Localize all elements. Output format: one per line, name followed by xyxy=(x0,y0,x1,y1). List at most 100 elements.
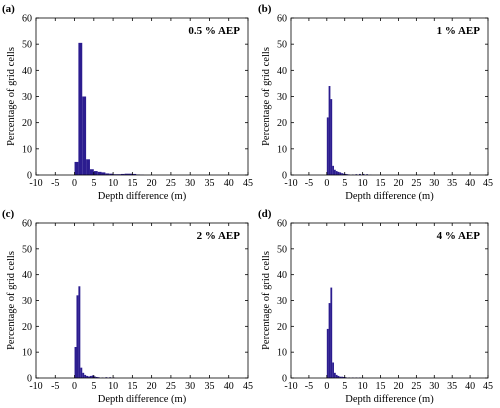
histogram-bar xyxy=(78,286,81,378)
chart-panel-c: -10 -5 0 5 10 15 20 25 30 35 40 45 0 10 20 30 40 50 60 Dept… xyxy=(2,208,253,405)
x-tick-label: 15 xyxy=(127,178,137,189)
x-tick-label: 20 xyxy=(393,178,403,189)
histogram-bar xyxy=(359,173,361,175)
x-tick-label: 45 xyxy=(243,178,253,189)
histogram-bar xyxy=(93,376,96,378)
chart-panel-d: -10 -5 0 5 10 15 20 25 30 35 40 45 0 10 20 30 40 50 60 Dept… xyxy=(258,208,493,405)
histogram-bar xyxy=(97,171,102,175)
panel-title: 2 % AEP xyxy=(197,230,241,242)
x-axis-label: Depth difference (m) xyxy=(98,191,187,202)
x-tick-label: 0 xyxy=(72,178,77,189)
plot-frame xyxy=(35,17,249,176)
plot-frame xyxy=(290,17,489,176)
x-tick-label: -10 xyxy=(29,178,42,189)
x-tick-label: -5 xyxy=(305,178,313,189)
y-tick-label: 0 xyxy=(282,171,287,182)
y-tick-label: 40 xyxy=(22,270,32,281)
x-tick-label: 25 xyxy=(411,381,421,392)
histogram-bar xyxy=(91,375,94,378)
panel-title: 0.5 % AEP xyxy=(188,25,240,37)
panel-label: (d) xyxy=(258,208,272,220)
y-tick-label: 0 xyxy=(282,374,287,385)
x-tick-label: 10 xyxy=(358,178,368,189)
histogram-bar xyxy=(330,287,333,378)
y-tick-label: 10 xyxy=(22,348,32,359)
y-tick-label: 50 xyxy=(277,40,287,51)
y-tick-label: 40 xyxy=(277,270,287,281)
histogram-bar xyxy=(339,172,342,175)
x-tick-label: 25 xyxy=(166,178,176,189)
x-tick-label: 40 xyxy=(465,381,475,392)
x-tick-label: 5 xyxy=(342,178,347,189)
histogram-bar xyxy=(330,99,333,175)
y-tick-label: 20 xyxy=(22,118,32,129)
y-tick-label: 10 xyxy=(277,348,287,359)
panel-label: (a) xyxy=(2,3,15,15)
histogram-bar xyxy=(333,372,336,378)
x-tick-label: 0 xyxy=(324,381,329,392)
panel-title: 4 % AEP xyxy=(437,230,481,242)
x-tick-label: 5 xyxy=(91,381,96,392)
y-tick-label: 60 xyxy=(277,14,287,25)
histogram-bar xyxy=(95,376,98,378)
x-axis-label: Depth difference (m) xyxy=(98,394,187,405)
x-tick-label: 35 xyxy=(447,381,457,392)
x-tick-label: 35 xyxy=(447,178,457,189)
x-tick-label: 30 xyxy=(429,178,439,189)
histogram-bar xyxy=(328,86,331,175)
histogram-bar xyxy=(82,96,87,175)
y-tick-label: 30 xyxy=(277,92,287,103)
x-tick-label: 0 xyxy=(72,381,77,392)
histogram-bar xyxy=(88,376,90,378)
histogram-bar xyxy=(78,42,83,175)
x-tick-label: 10 xyxy=(108,178,118,189)
histogram-bar xyxy=(326,117,329,175)
panel-label: (c) xyxy=(2,208,15,220)
y-axis-label: Percentage of grid cells xyxy=(6,47,17,146)
x-tick-label: -10 xyxy=(284,381,297,392)
histogram-bar xyxy=(101,172,106,175)
histogram-bar xyxy=(335,171,338,175)
histogram-bar xyxy=(124,173,129,175)
histogram-bar xyxy=(332,165,334,175)
histogram-bar xyxy=(339,376,342,378)
y-tick-label: 10 xyxy=(22,144,32,155)
histogram-bar xyxy=(362,173,365,175)
x-tick-label: -5 xyxy=(51,381,59,392)
x-tick-label: 45 xyxy=(483,178,493,189)
histogram-bar xyxy=(328,303,331,378)
y-tick-label: 50 xyxy=(277,244,287,255)
histogram-bar xyxy=(344,173,347,175)
chart-panel-a: -10 -5 0 5 10 15 20 25 30 35 40 45 0 10 20 30 40 50 60 Dept… xyxy=(2,3,253,202)
histogram-bar xyxy=(337,375,340,378)
chart-panel-b: -10 -5 0 5 10 15 20 25 30 35 40 45 0 10 20 30 40 50 60 Dept… xyxy=(258,3,493,202)
histogram-bar xyxy=(89,375,92,378)
x-tick-label: -5 xyxy=(305,381,313,392)
histogram-bar xyxy=(128,173,133,175)
y-tick-label: 60 xyxy=(22,219,32,230)
x-tick-label: 30 xyxy=(185,178,195,189)
histogram-bar xyxy=(341,173,343,175)
histogram-bar xyxy=(76,295,79,378)
y-tick-label: 40 xyxy=(277,66,287,77)
histogram-bar xyxy=(74,161,79,175)
histogram-bar xyxy=(109,173,114,175)
y-tick-label: 30 xyxy=(277,296,287,307)
histogram-bar xyxy=(89,169,94,175)
x-tick-label: 0 xyxy=(324,178,329,189)
x-tick-label: 40 xyxy=(224,178,234,189)
x-tick-label: 5 xyxy=(91,178,96,189)
histogram-bar xyxy=(342,173,345,175)
panel-label: (b) xyxy=(258,3,272,15)
y-axis-label: Percentage of grid cells xyxy=(261,251,272,350)
y-tick-label: 50 xyxy=(22,40,32,51)
histogram-bar xyxy=(342,376,345,378)
y-tick-label: 0 xyxy=(27,171,32,182)
histogram-bar xyxy=(132,173,137,175)
histogram-bar xyxy=(86,375,89,378)
histogram-bar xyxy=(93,171,98,175)
y-tick-label: 60 xyxy=(277,219,287,230)
y-axis-label: Percentage of grid cells xyxy=(261,47,272,146)
histogram-bar xyxy=(337,171,340,175)
